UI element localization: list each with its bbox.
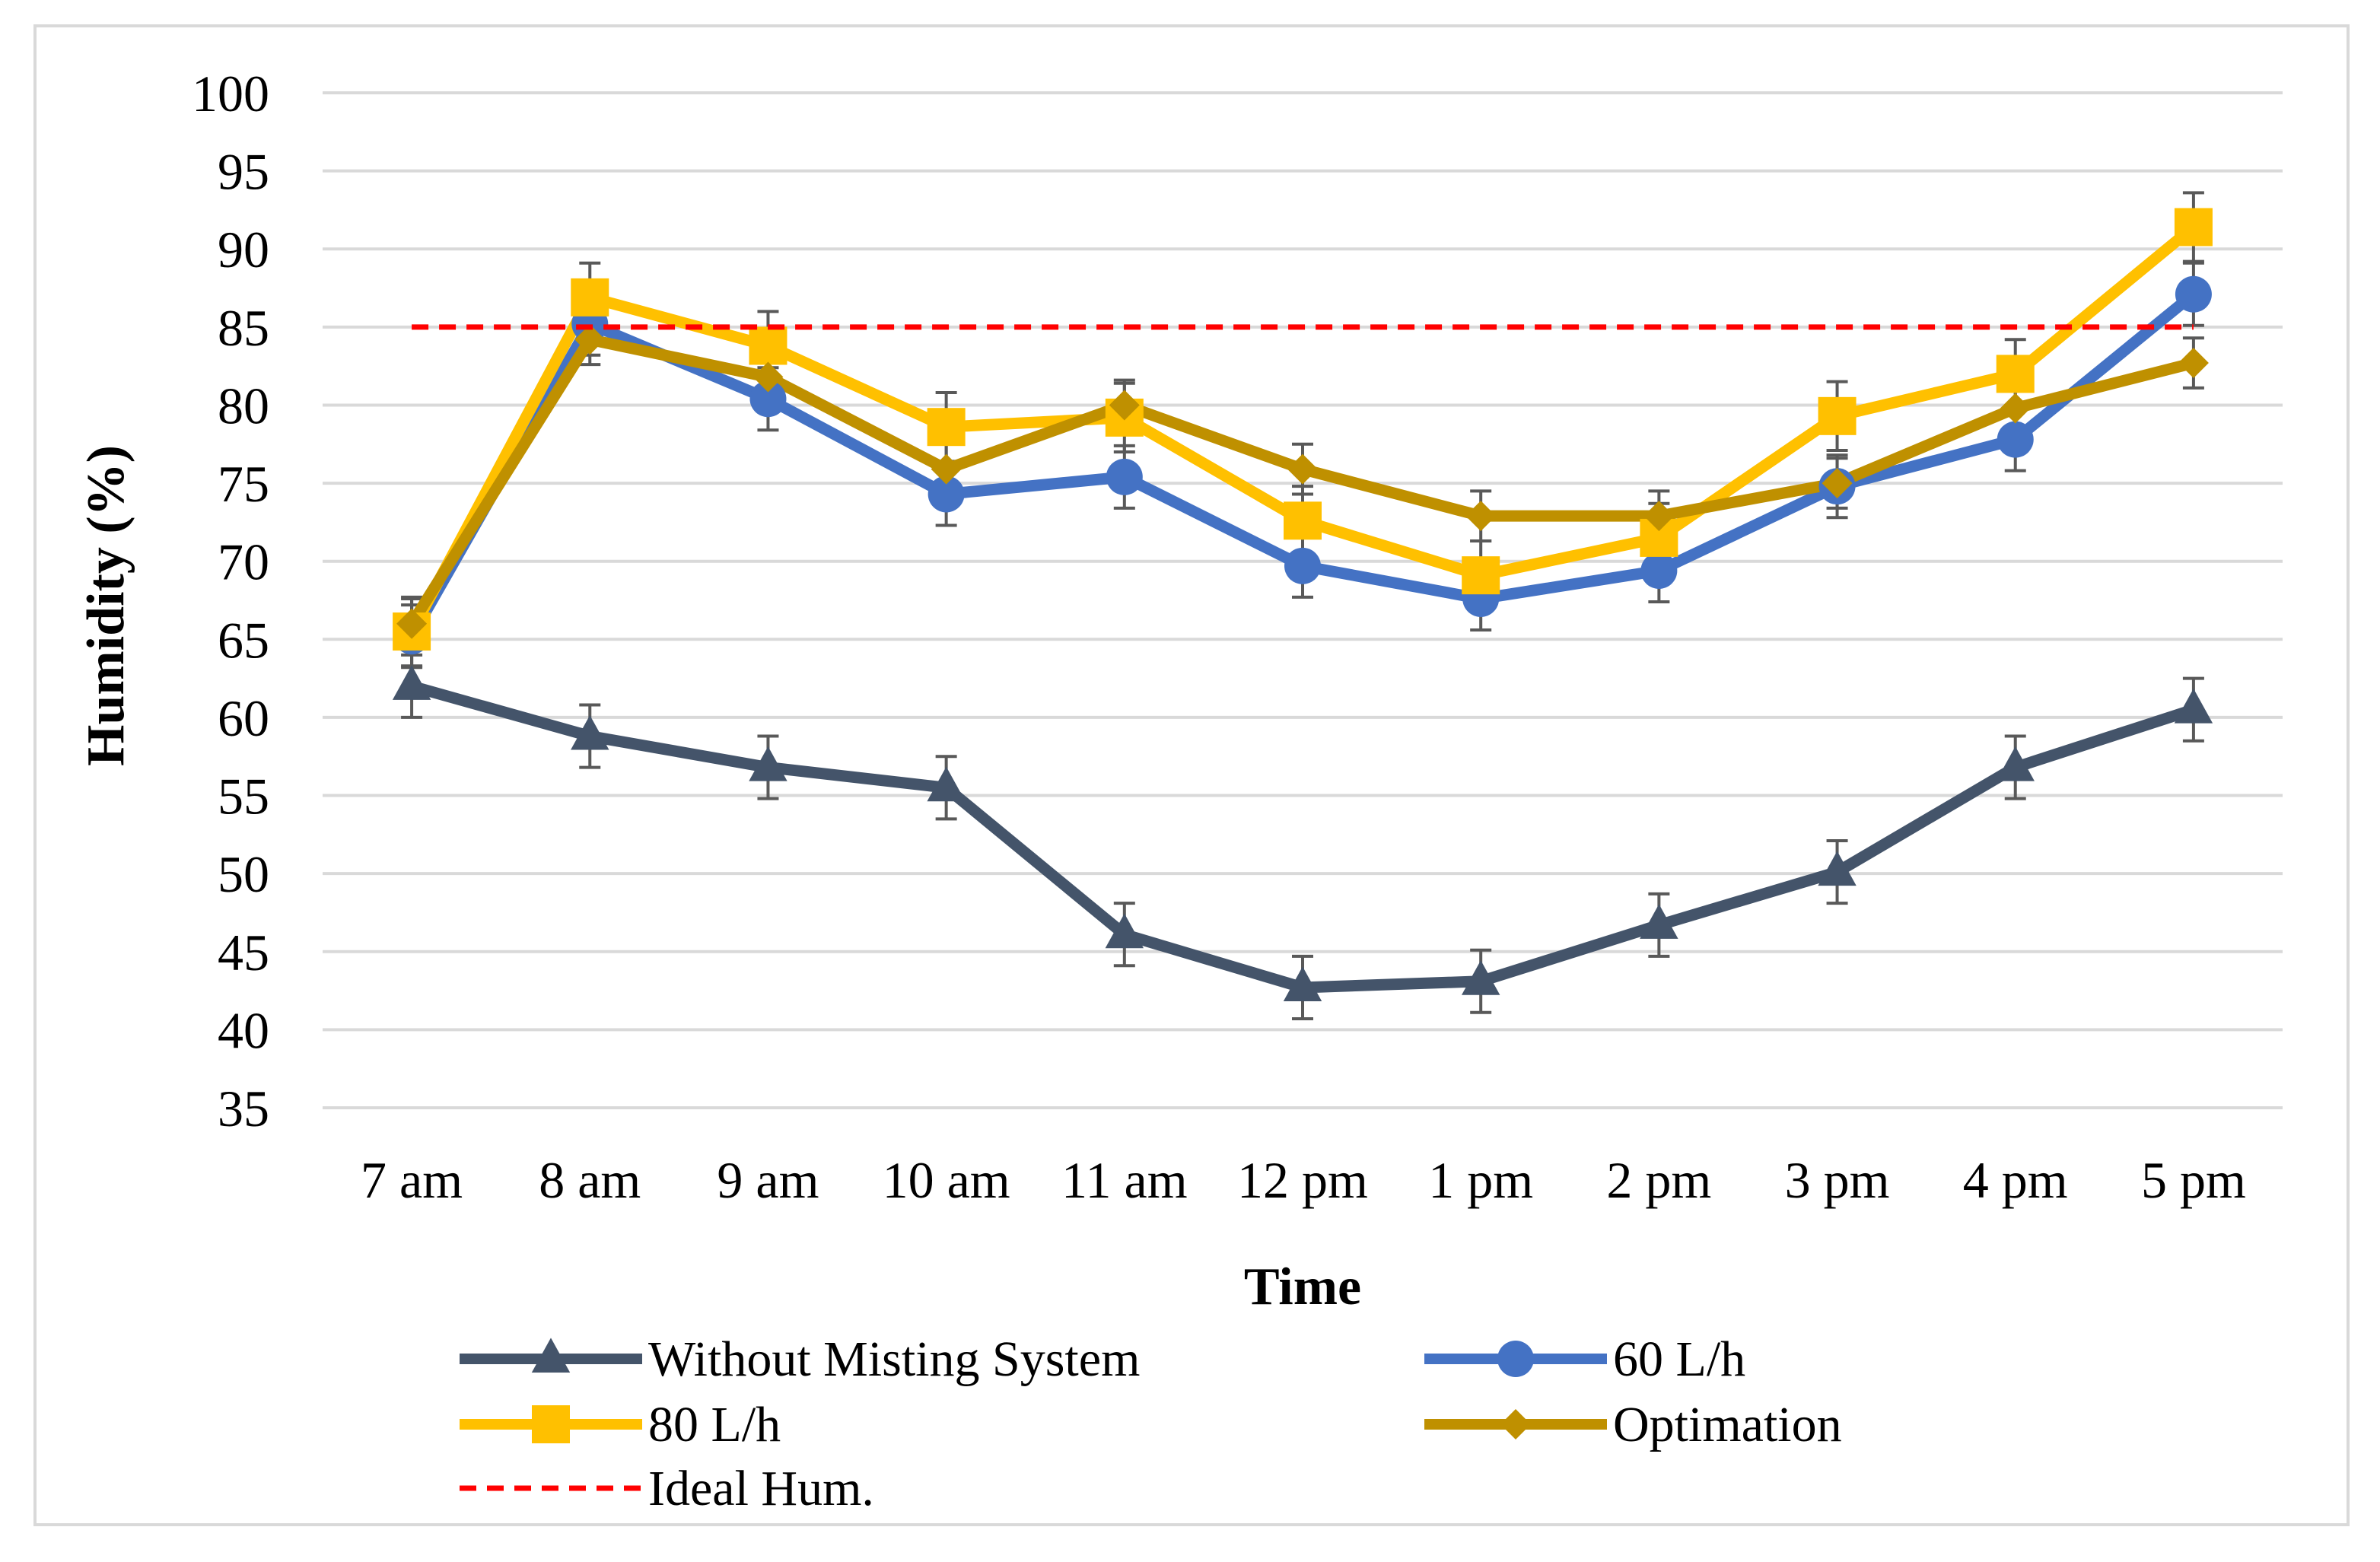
series-point-60-l-h-7 — [1640, 552, 1678, 590]
series-point-without-misting-system-3 — [927, 766, 966, 802]
series-point-optimation-8 — [1822, 468, 1853, 499]
x-tick-label-3-pm: 3 pm — [1785, 1151, 1890, 1209]
series-point-80-l-h-5 — [1284, 501, 1322, 540]
series-point-optimation-10 — [2178, 348, 2209, 379]
x-tick-label-11-am: 11 am — [1061, 1151, 1188, 1209]
x-tick-label-5-pm: 5 pm — [2141, 1151, 2246, 1209]
series-point-optimation-0 — [396, 608, 428, 639]
legend-label-60-l-h: 60 L/h — [1613, 1331, 1745, 1387]
y-tick-label-75: 75 — [218, 455, 269, 513]
series-point-80-l-h-2 — [749, 326, 788, 365]
series-point-80-l-h-6 — [1462, 556, 1500, 595]
y-tick-label-65: 65 — [218, 611, 269, 669]
series-point-60-l-h-5 — [1284, 547, 1321, 584]
x-tick-label-9-am: 9 am — [717, 1151, 819, 1209]
y-tick-label-40: 40 — [218, 1001, 269, 1059]
series-point-80-l-h-1 — [571, 278, 609, 317]
series-point-optimation-6 — [1465, 501, 1497, 532]
y-tick-label-70: 70 — [218, 533, 269, 591]
x-tick-label-12-pm: 12 pm — [1237, 1151, 1368, 1209]
chart-border — [33, 24, 2350, 1526]
legend-label-without-misting-system: Without Misting System — [648, 1331, 1140, 1387]
legend-marker-60-l-h — [1497, 1341, 1534, 1377]
y-tick-label-35: 35 — [218, 1080, 269, 1137]
legend-marker-optimation — [1500, 1409, 1531, 1440]
y-tick-label-50: 50 — [218, 845, 269, 903]
y-tick-label-100: 100 — [192, 65, 269, 122]
series-point-optimation-3 — [931, 453, 962, 485]
x-tick-label-8-am: 8 am — [539, 1151, 641, 1209]
series-point-without-misting-system-4 — [1105, 913, 1144, 949]
x-tick-label-4-pm: 4 pm — [1963, 1151, 2068, 1209]
y-tick-label-90: 90 — [218, 221, 269, 278]
series-point-optimation-1 — [574, 324, 606, 355]
x-axis-title: Time — [1244, 1258, 1361, 1316]
series-point-80-l-h-9 — [1996, 355, 2035, 393]
series-point-without-misting-system-6 — [1461, 960, 1500, 995]
series-point-60-l-h-10 — [2175, 275, 2212, 313]
series-point-60-l-h-9 — [1997, 421, 2034, 458]
x-tick-label-7-am: 7 am — [361, 1151, 463, 1209]
legend-marker-without-misting-system — [531, 1338, 571, 1373]
series-point-optimation-4 — [1109, 390, 1140, 421]
series-point-without-misting-system-0 — [392, 665, 431, 700]
series-point-without-misting-system-2 — [749, 746, 788, 781]
series-point-without-misting-system-1 — [571, 714, 609, 750]
series-point-optimation-5 — [1287, 453, 1318, 485]
legend-label-80-l-h: 80 L/h — [648, 1397, 781, 1452]
y-axis-title: Humidity (%) — [77, 445, 135, 766]
legend: Without Misting System 60 L/h 80 L/h Optima… — [460, 1331, 1842, 1516]
y-tick-label-60: 60 — [218, 689, 269, 747]
legend-label-optimation: Optimation — [1613, 1397, 1842, 1452]
series-point-60-l-h-3 — [928, 476, 965, 513]
series-point-without-misting-system-9 — [1996, 746, 2035, 781]
series-point-optimation-2 — [752, 361, 784, 393]
y-tick-label-85: 85 — [218, 299, 269, 357]
series-point-without-misting-system-10 — [2174, 689, 2213, 724]
x-tick-label-10-am: 10 am — [883, 1151, 1010, 1209]
series-markers — [392, 208, 2213, 1001]
y-tick-label-55: 55 — [218, 768, 269, 826]
series-point-80-l-h-8 — [1818, 396, 1857, 435]
series-point-80-l-h-3 — [927, 408, 966, 447]
y-tick-label-45: 45 — [218, 924, 269, 981]
series-point-80-l-h-10 — [2174, 208, 2213, 247]
series-point-60-l-h-4 — [1106, 458, 1143, 495]
y-axis-ticks: 35 40 45 50 55 60 65 70 75 80 85 90 95 100 — [192, 65, 269, 1137]
series-point-optimation-7 — [1643, 501, 1675, 532]
legend-label-ideal-hum: Ideal Hum. — [648, 1461, 874, 1516]
legend-marker-80-l-h — [532, 1405, 570, 1443]
y-tick-label-95: 95 — [218, 143, 269, 201]
series-point-without-misting-system-8 — [1818, 851, 1857, 886]
x-tick-label-1-pm: 1 pm — [1428, 1151, 1533, 1209]
series-point-without-misting-system-5 — [1283, 966, 1322, 1001]
series-point-optimation-9 — [2000, 393, 2031, 424]
series-point-without-misting-system-7 — [1640, 904, 1678, 939]
x-axis-ticks: 7 am 8 am 9 am 10 am 11 am 12 pm 1 pm 2 pm 3 pm 4… — [361, 1151, 2246, 1209]
x-tick-label-2-pm: 2 pm — [1606, 1151, 1711, 1209]
y-tick-label-80: 80 — [218, 377, 269, 434]
series-point-60-l-h-2 — [749, 380, 787, 418]
